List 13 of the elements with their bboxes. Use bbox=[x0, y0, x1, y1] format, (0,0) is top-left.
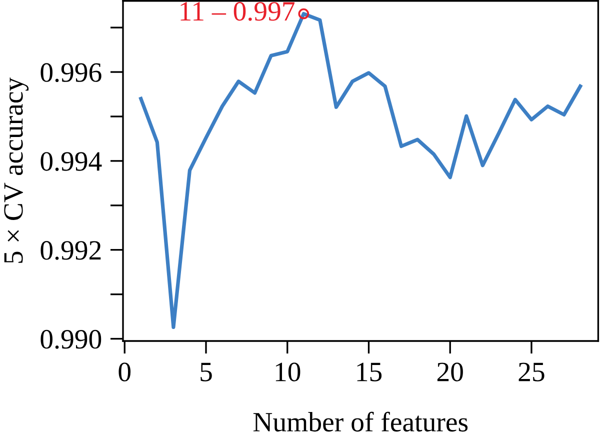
x-tick-label: 5 bbox=[200, 362, 212, 382]
x-tick-label: 20 bbox=[437, 362, 463, 382]
x-axis-title: Number of features bbox=[253, 412, 468, 432]
y-axis-title: 5 × CV accuracy bbox=[4, 77, 29, 263]
y-tick-label: 0.994 bbox=[40, 152, 102, 171]
y-tick-label: 0.990 bbox=[40, 330, 102, 349]
annotation: 11 – 0.997 bbox=[180, 2, 295, 21]
x-tick-label: 10 bbox=[276, 362, 300, 382]
y-tick-label: 0.996 bbox=[40, 63, 102, 82]
x-tick-label: 25 bbox=[518, 362, 544, 382]
y-tick-label: 0.992 bbox=[40, 241, 101, 260]
x-tick-label: 15 bbox=[357, 362, 382, 382]
x-tick-label: 0 bbox=[118, 362, 131, 382]
